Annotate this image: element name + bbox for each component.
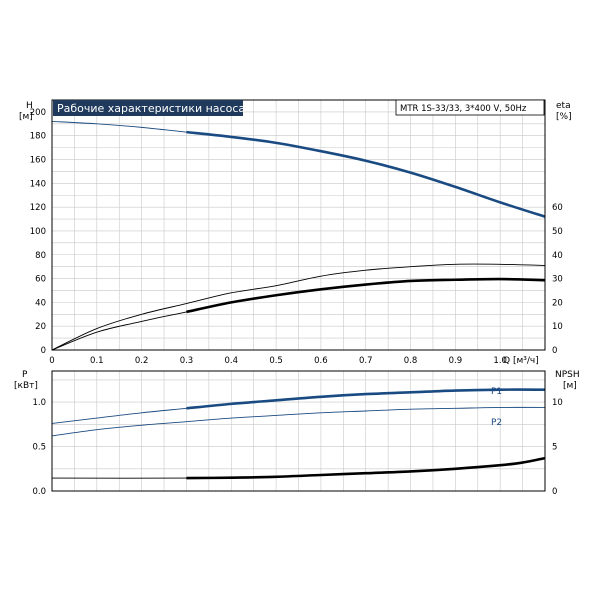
model-box: [395, 99, 545, 116]
bottom-panel-curves: [51, 388, 546, 480]
top-y2-tick-label: 60: [552, 203, 563, 213]
bottom-y-tick-label: 1.0: [32, 398, 46, 408]
bottom-series-2-curve-operating-range: [186, 456, 546, 480]
top-y2-axis-label-unit: [%]: [556, 112, 572, 122]
chart-title: Рабочие характеристики насоса: [57, 102, 245, 115]
model-label: MTR 1S-33/33, 3*400 V, 50Hz: [400, 104, 527, 114]
series-label-p1: P1: [491, 387, 502, 397]
top-series-2-curve-operating-range: [186, 277, 546, 314]
top-y-tick-label: 40: [35, 298, 46, 308]
top-x-tick-label: 0.2: [135, 356, 149, 366]
bottom-series-p1-curve-operating-range: [186, 388, 546, 410]
top-y2-tick-label: 20: [552, 298, 563, 308]
top-series-0-curve-operating-range: [186, 130, 546, 218]
top-x-tick-label: 0.9: [449, 356, 463, 366]
bottom-y-tick-label: 0.0: [32, 487, 46, 497]
top-y-tick-label: 180: [30, 132, 46, 142]
bottom-frame-rect: [51, 370, 546, 492]
axis-tick-labels: 0 0.1 0.2 0.3 0.4 0.5 0.6 0.7 0.8 0.9 1.0 0 20 40 60 80…: [30, 108, 563, 497]
top-y-tick-label: 120: [30, 203, 46, 213]
top-x-tick-label: 0: [49, 356, 54, 366]
top-y-axis-label-symbol: H: [26, 101, 33, 111]
top-series-1-curve: [51, 263, 546, 351]
top-y2-tick-label: 50: [552, 227, 563, 237]
bottom-y2-axis-label-symbol: NPSH: [555, 370, 580, 380]
top-y2-tick-label: 30: [552, 275, 563, 285]
top-y-tick-label: 20: [35, 322, 46, 332]
bottom-y2-tick-label: 10: [552, 398, 563, 408]
top-x-tick-label: 0.4: [225, 356, 239, 366]
bottom-y-tick-label: 0.5: [32, 443, 46, 453]
top-panel-frame: [51, 99, 546, 351]
bottom-y2-axis-label-unit: [м]: [563, 381, 577, 391]
top-y-axis-label-unit: [м]: [19, 112, 33, 122]
top-y-tick-label: 140: [30, 179, 46, 189]
top-x-tick-label: 0.6: [314, 356, 328, 366]
top-y-tick-label: 160: [30, 156, 46, 166]
title-box: [53, 100, 243, 116]
top-y2-tick-label: 0: [552, 346, 557, 356]
top-y2-tick-label: 10: [552, 322, 563, 332]
top-panel-curves: [51, 120, 546, 351]
top-y-tick-label: 80: [35, 251, 46, 261]
top-y-tick-label: 100: [30, 227, 46, 237]
top-y-tick-label: 200: [30, 108, 46, 118]
bottom-y2-tick-label: 5: [552, 443, 557, 453]
top-x-axis-label: Q [м³/ч]: [503, 356, 539, 366]
top-x-tick-label: 0.5: [269, 356, 283, 366]
bottom-y-axis-label-unit: [кВт]: [14, 381, 38, 391]
top-x-tick-label: 0.7: [359, 356, 373, 366]
bottom-y-axis-label-symbol: P: [22, 370, 28, 380]
top-x-tick-label: 0.1: [90, 356, 104, 366]
top-x-tick-label: 0.8: [404, 356, 418, 366]
bottom-y2-tick-label: 0: [552, 487, 557, 497]
top-y-tick-label: 0: [41, 346, 46, 356]
top-y-tick-label: 60: [35, 275, 46, 285]
top-x-tick-label: 0.3: [180, 356, 194, 366]
bottom-series-p2-curve: [51, 406, 546, 437]
series-label-p2: P2: [491, 418, 502, 428]
top-panel-grid: [51, 99, 546, 351]
top-y2-axis-label-symbol: eta: [556, 101, 571, 111]
top-frame-rect: [51, 99, 546, 351]
top-x-tick-label: 1.0: [493, 356, 507, 366]
bottom-panel-frame: [51, 370, 546, 492]
top-y2-tick-label: 40: [552, 251, 563, 261]
